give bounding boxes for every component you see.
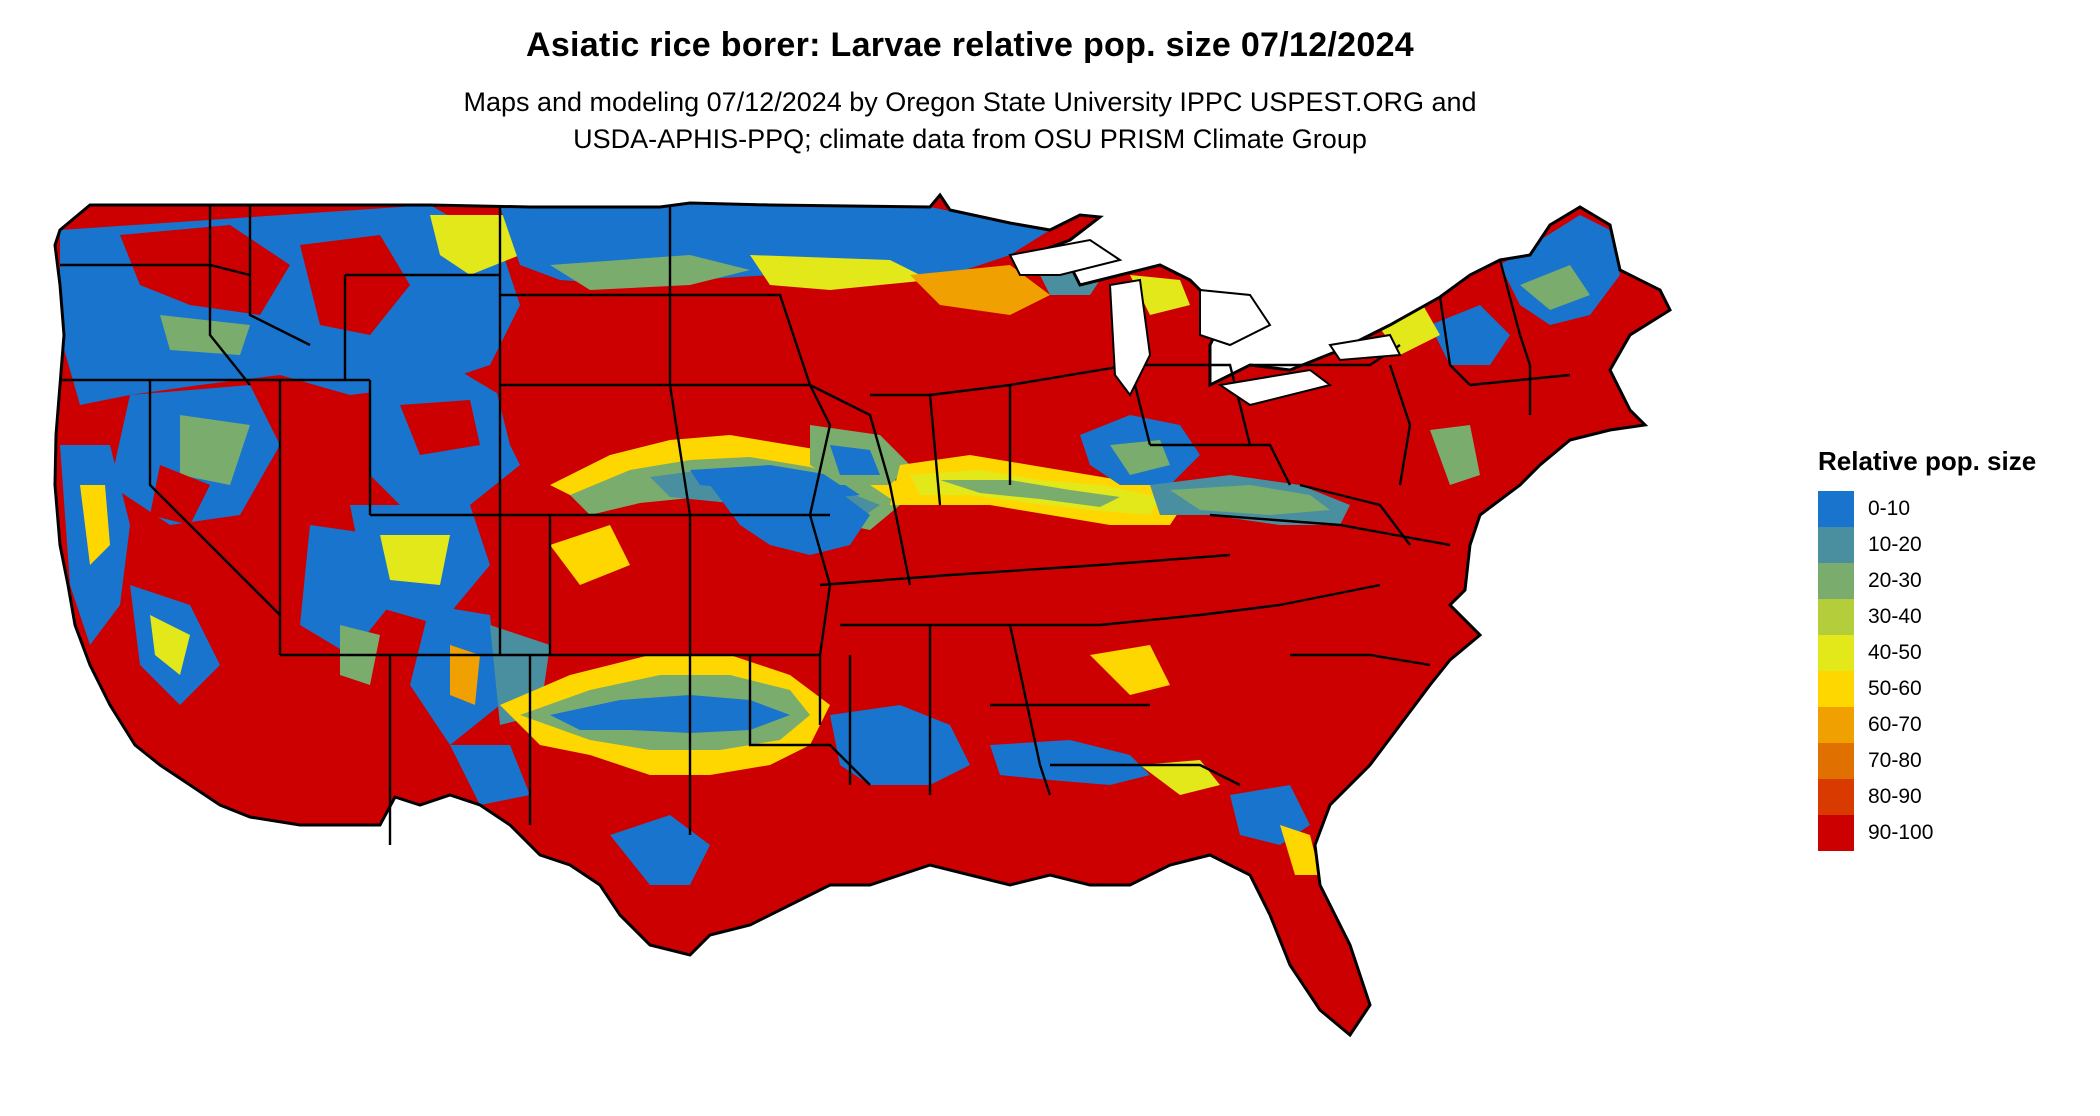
legend-label: 50-60	[1868, 677, 1922, 700]
state-border	[1008, 624, 1052, 796]
us-map	[50, 185, 1780, 1115]
legend-label: 30-40	[1868, 605, 1922, 628]
region-40-50	[430, 215, 520, 275]
region-90-100	[120, 225, 290, 315]
lake-superior	[1008, 238, 1123, 276]
legend-swatch	[1818, 527, 1854, 563]
lake-erie	[1217, 368, 1333, 407]
region-0-10	[1430, 305, 1510, 365]
state-border	[808, 384, 832, 656]
legend-swatch	[1818, 491, 1854, 527]
legend-label: 40-50	[1868, 641, 1922, 664]
region-20-30	[1430, 425, 1480, 485]
region-0-10	[830, 705, 970, 785]
subtitle-line-1: Maps and modeling 07/12/2024 by Oregon S…	[463, 87, 1477, 117]
region-50-60	[80, 485, 110, 565]
lake-michigan	[1108, 278, 1152, 397]
region-0-10	[990, 740, 1150, 785]
region-0-10	[300, 525, 390, 655]
state-border	[1199, 583, 1381, 617]
legend-swatch	[1818, 707, 1854, 743]
map-title: Asiatic rice borer: Larvae relative pop.…	[525, 26, 1415, 64]
lake-ontario	[1328, 333, 1402, 362]
region-0-10	[450, 745, 530, 805]
region-40-50	[1130, 275, 1190, 315]
legend-label: 10-20	[1868, 533, 1922, 556]
legend-label: 20-30	[1868, 569, 1922, 592]
legend-item: 90-100	[1818, 815, 2088, 851]
state-border	[1209, 513, 1451, 547]
state-border	[670, 293, 812, 386]
region-90-100	[400, 400, 480, 455]
us-map-svg	[53, 193, 1672, 1037]
legend-item: 10-20	[1818, 527, 2088, 563]
state-border	[1290, 653, 1431, 667]
legend-item: 40-50	[1818, 635, 2088, 671]
state-border	[840, 613, 1201, 627]
region-20-30	[160, 315, 250, 355]
state-border	[148, 380, 281, 616]
region-60-70	[910, 265, 1050, 315]
legend-item: 80-90	[1818, 779, 2088, 815]
state-border	[1150, 443, 1292, 486]
region-20-30	[940, 480, 1120, 507]
legend-swatch	[1818, 779, 1854, 815]
state-border	[1299, 483, 1411, 546]
region-90-100	[150, 465, 210, 525]
legend-label: 80-90	[1868, 785, 1922, 808]
heatmap-layer	[55, 195, 1670, 1035]
state-border	[809, 383, 912, 586]
region-20-30	[1110, 440, 1170, 475]
state-border	[1388, 364, 1412, 486]
region-20-30	[1520, 265, 1590, 310]
state-border	[819, 553, 1231, 587]
legend-label: 0-10	[1868, 497, 1911, 520]
region-0-10	[550, 695, 790, 733]
state-border	[1438, 296, 1471, 386]
region-20-30	[180, 415, 250, 485]
region-50-60	[1090, 645, 1170, 695]
region-40-50	[380, 535, 450, 585]
legend-label: 90-100	[1868, 821, 1934, 844]
legend-item: 0-10	[1818, 491, 2088, 527]
legend-swatch	[1818, 563, 1854, 599]
region-40-50	[750, 255, 930, 290]
region-0-10	[610, 815, 710, 885]
legend-swatch	[1818, 815, 1854, 851]
map-subtitle: Maps and modeling 07/12/2024 by Oregon S…	[0, 84, 1940, 158]
region-50-60	[1280, 825, 1320, 875]
legend-label: 70-80	[1868, 749, 1922, 772]
state-border	[248, 205, 311, 347]
legend-swatch	[1818, 599, 1854, 635]
legend-swatch	[1818, 635, 1854, 671]
legend-item: 30-40	[1818, 599, 2088, 635]
region-40-50	[150, 615, 190, 675]
region-0-10	[830, 445, 880, 475]
legend-items: 0-10 10-20 20-30 30-40 40-50 50-60 60-70…	[1818, 491, 2088, 851]
region-50-60	[550, 525, 630, 585]
legend-label: 60-70	[1868, 713, 1922, 736]
region-20-30	[1170, 485, 1330, 515]
legend-item: 50-60	[1818, 671, 2088, 707]
legend-swatch	[1818, 743, 1854, 779]
region-0-10	[710, 485, 870, 555]
great-lakes	[1008, 238, 1402, 407]
state-border	[1130, 363, 1252, 446]
subtitle-line-2: USDA-APHIS-PPQ; climate data from OSU PR…	[573, 124, 1367, 154]
region-60-70	[450, 645, 480, 705]
state-border	[1469, 373, 1571, 387]
legend: Relative pop. size 0-10 10-20 20-30 30-4…	[1818, 446, 2088, 851]
legend-item: 60-70	[1818, 707, 2088, 743]
region-40-50	[1140, 760, 1220, 795]
lake-huron	[1199, 288, 1272, 347]
state-border	[1050, 763, 1241, 787]
region-90-100	[300, 235, 410, 335]
state-border	[208, 205, 251, 386]
legend-title: Relative pop. size	[1818, 446, 2037, 476]
legend-item: 20-30	[1818, 563, 2088, 599]
legend-item: 70-80	[1818, 743, 2088, 779]
state-border	[1498, 259, 1532, 366]
region-20-30	[550, 255, 750, 290]
legend-swatch	[1818, 671, 1854, 707]
